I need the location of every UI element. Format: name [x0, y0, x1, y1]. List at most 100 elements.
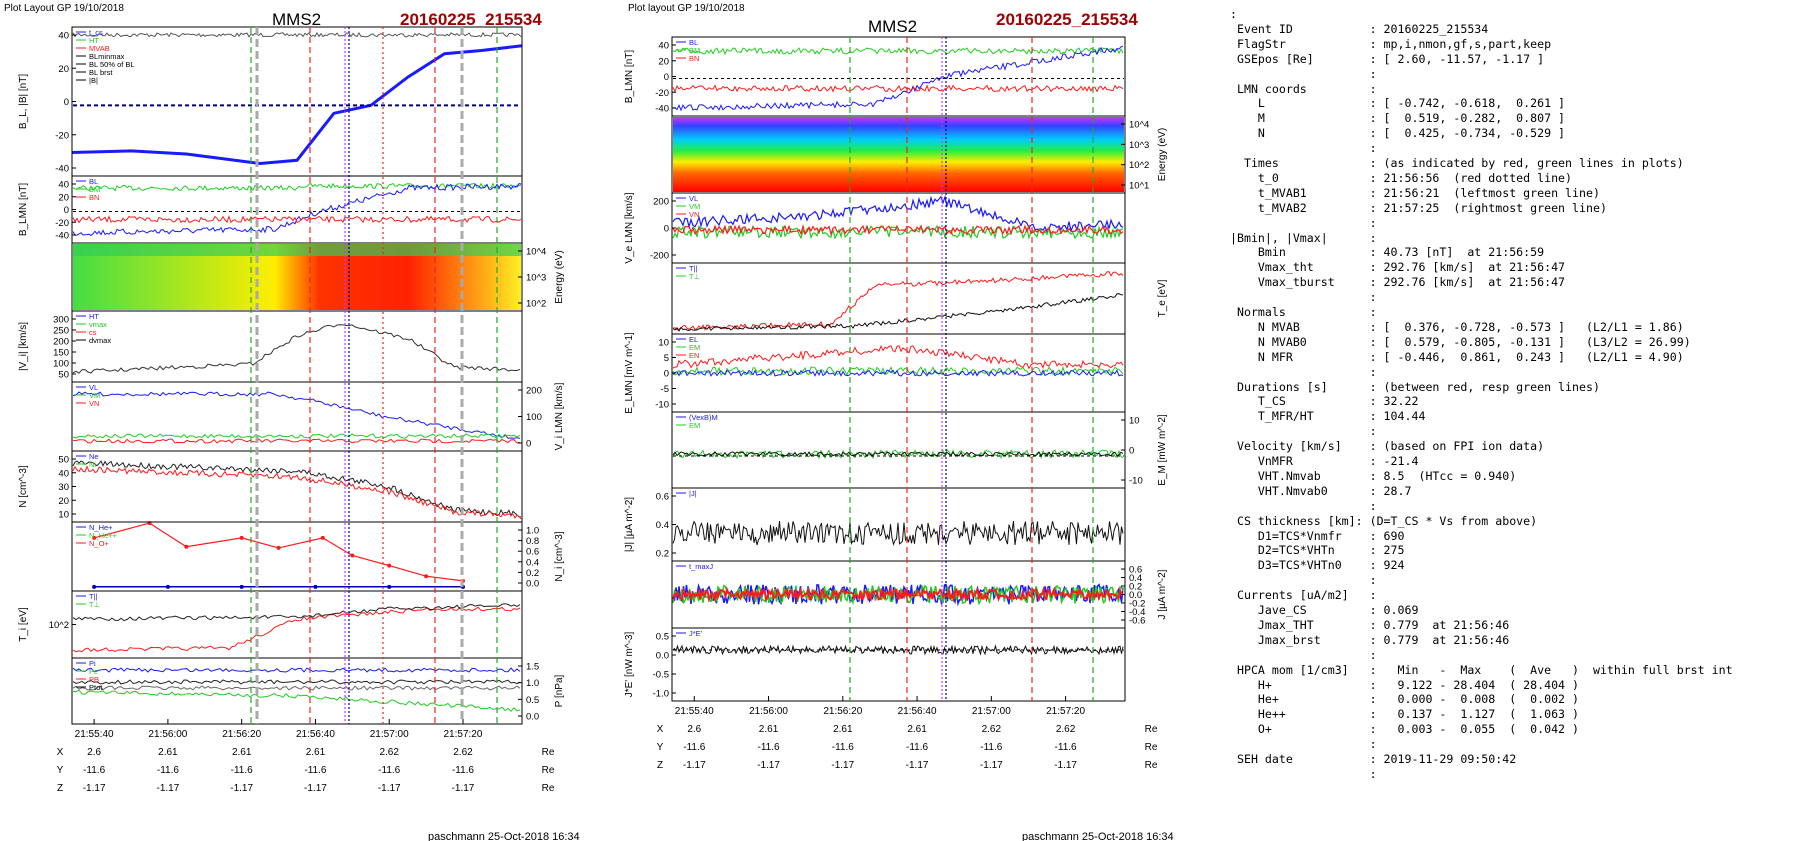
left-coord-unit: Re: [542, 783, 555, 794]
summary-line: N MVAB0 : [ 0.579, -0.805, -0.131 ] (L3/…: [1230, 334, 1691, 349]
left-legend-entry: dvmax: [89, 336, 111, 345]
left-panel-7: 1.00.80.60.40.20.0 N_i [cm^-3] N_He+N_He++…: [71, 521, 565, 592]
right-y-axis-label: |J| [µA m^-2]: [624, 497, 635, 552]
left-y-tick-label: 10^2: [49, 620, 69, 631]
right-coord-name: X: [657, 724, 664, 735]
left-he-pp-point: [239, 535, 244, 540]
left-time-axis: 21:55:40 21:56:00 21:56:20 21:56:40 21:57:00…: [57, 719, 555, 794]
summary-line: N : [ 0.425, -0.734, -0.529 ]: [1230, 126, 1566, 141]
right-footer: paschmann 25-Oct-2018 16:34: [1022, 831, 1174, 841]
right-y-tick-label: 0.2: [1129, 582, 1142, 593]
left-y-axis-label: T_i [eV]: [18, 607, 29, 642]
right-legend-entry: EN: [689, 351, 699, 360]
right-coord-name: Y: [657, 742, 664, 753]
right-coord-value: 2.6: [687, 724, 701, 735]
left-vl-trace: [72, 391, 521, 439]
left-he-pp-point: [184, 544, 189, 549]
right-y-tick-label: 0.5: [656, 632, 669, 643]
left-legend-entry: T⊥: [89, 600, 101, 609]
right-em-trace: [672, 365, 1124, 377]
left-y-tick-label: 250: [53, 326, 69, 337]
left-coord-value: -1.17: [83, 783, 106, 794]
left-b-magnitude-trace: [72, 31, 522, 38]
left-y-axis-label: N_i [cm^-3]: [554, 531, 565, 581]
left-y-tick-label: 20: [58, 192, 69, 203]
right-y-tick-label: 0.0: [1129, 590, 1142, 601]
right-y-tick-label: 0: [664, 72, 669, 83]
right-y-tick-label: 0.6: [1129, 565, 1142, 576]
left-coord-value: -1.17: [378, 783, 401, 794]
left-y-tick-label: 1.5: [526, 662, 539, 673]
left-coord-value: -11.6: [83, 765, 105, 776]
right-coord-value: 2.61: [833, 724, 853, 735]
right-y-tick-label: 10^2: [1129, 160, 1149, 171]
left-y-tick-label: 0.6: [526, 547, 539, 558]
left-coord-name: Y: [57, 765, 64, 776]
right-title: MMS2: [868, 17, 917, 36]
right-coord-unit: Re: [1145, 742, 1158, 753]
left-legend-entry: BM: [89, 185, 100, 194]
right-x-tick-label: 21:57:20: [1046, 706, 1085, 717]
left-y-tick-label: 200: [526, 386, 542, 397]
left-coord-value: -11.6: [231, 765, 253, 776]
left-y-axis-label: B_L, |B| [nT]: [18, 74, 29, 129]
summary-line: VHT.Nmvab : 8.5 (HTcc = 0.940): [1230, 468, 1517, 483]
right-coord-unit: Re: [1145, 760, 1158, 771]
left-o-plus-point: [313, 584, 318, 589]
left-y-tick-label: -20: [55, 130, 69, 141]
right-y-tick-label: 0.2: [656, 549, 669, 560]
left-coord-value: 2.62: [379, 747, 399, 758]
left-y-tick-label: 40: [58, 468, 69, 479]
left-legend-entry: N_He+: [89, 523, 113, 532]
right-vel-trace: [672, 194, 1124, 234]
left-y-tick-label: 40: [58, 31, 69, 42]
right-y-axis-label: T_e [eV]: [1157, 279, 1168, 317]
right-y-tick-label: 0.0: [656, 651, 669, 662]
left-pe-trace: [72, 685, 521, 691]
right-legend-entry: J*E': [689, 629, 703, 638]
summary-line: SEH date : 2019-11-29 09:50:42: [1230, 752, 1517, 766]
summary-line: :: [1230, 141, 1377, 156]
summary-line: CS thickness [km]: (D=T_CS * Vs from abo…: [1230, 513, 1538, 528]
summary-line: T_CS : 32.22: [1230, 394, 1419, 409]
left-legend-entry: Pi: [89, 659, 96, 668]
left-ne-trace: [72, 460, 522, 518]
left-coord-name: Z: [57, 783, 63, 794]
summary-line: Jmax_brst : 0.779 at 21:56:46: [1230, 632, 1510, 647]
left-legend-entry: T||: [89, 592, 98, 601]
left-y-tick-label: 50: [58, 455, 69, 466]
left-legend-entry: BN: [89, 193, 99, 202]
right-vem-trace: [672, 224, 1124, 241]
right-coord-value: -11.6: [980, 742, 1002, 753]
left-y-tick-label: 0: [64, 97, 69, 108]
left-panel-frame: [71, 310, 523, 383]
left-vm-trace: [72, 433, 521, 439]
right-y-tick-label: -0.5: [653, 670, 669, 681]
summary-line: D3=TCS*VHTn0 : 924: [1230, 558, 1405, 573]
left-pi-trace: [72, 667, 521, 673]
right-y-tick-label: 0: [1129, 446, 1134, 457]
right-te-perp-trace: [672, 293, 1124, 332]
left-y-tick-label: -40: [55, 164, 69, 175]
right-legend-entry: (VexB)M: [689, 413, 718, 422]
left-bl-brst-trace: [71, 44, 523, 166]
right-j-magnitude-trace: [672, 520, 1124, 546]
left-bl-trace: [72, 183, 522, 237]
summary-line: t_0 : 21:56:56 (red dotted line): [1230, 170, 1573, 185]
right-legend-entry: VM: [689, 202, 700, 211]
left-he-pp-point: [92, 535, 97, 540]
right-y-tick-label: 0: [664, 224, 669, 235]
left-coord-value: -1.17: [452, 783, 475, 794]
left-legend-entry: VM: [89, 391, 100, 400]
left-x-tick-label: 21:57:00: [370, 729, 409, 740]
right-x-tick-label: 21:55:40: [675, 706, 714, 717]
left-coord-value: 2.62: [453, 747, 473, 758]
left-x-tick-label: 21:56:40: [296, 729, 335, 740]
left-panel-frame: [71, 657, 523, 725]
left-coord-name: X: [57, 747, 64, 758]
left-y-tick-label: 100: [53, 359, 69, 370]
right-y-tick-label: -40: [655, 104, 669, 115]
summary-line: N MFR : [ -0.446, 0.861, 0.243 ] (L2/L1 …: [1230, 349, 1684, 364]
